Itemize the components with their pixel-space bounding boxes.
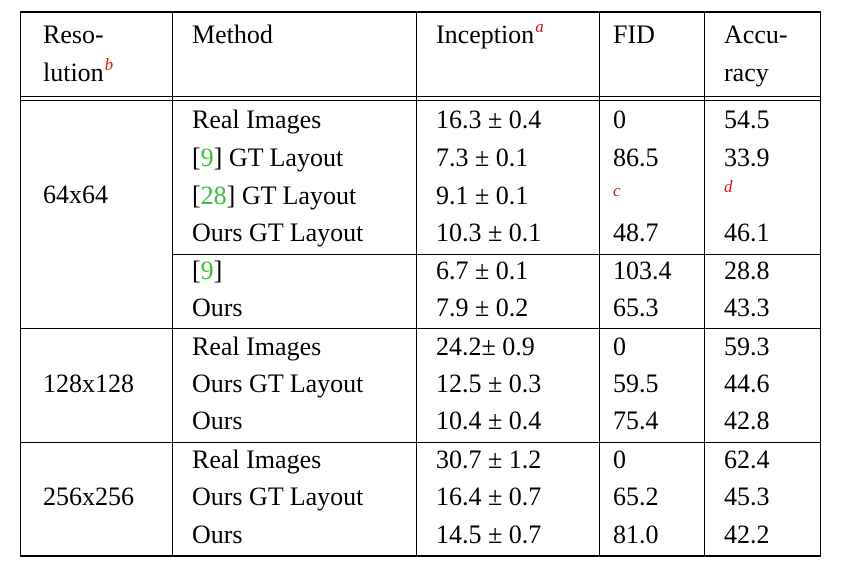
inception-cell: 6.7 ± 0.1 — [436, 256, 529, 285]
fid-cell: 65.2 — [613, 482, 659, 511]
accuracy-cell: 54.5 — [724, 105, 770, 134]
group-rule-128 — [20, 328, 821, 329]
group-resolution-128: 128x128 — [43, 369, 134, 398]
header-fid: FID — [613, 20, 655, 49]
method-label: GT Layout — [222, 143, 344, 172]
citation-bracket-close: ] — [226, 181, 236, 210]
accuracy-cell: 28.8 — [724, 256, 770, 285]
header-resolution-line2: lution — [43, 58, 104, 87]
method-cell: Real Images — [192, 445, 322, 474]
group-resolution-256: 256x256 — [43, 482, 134, 511]
accuracy-cell: 43.3 — [724, 293, 770, 322]
header-accuracy-line1: Accu- — [724, 20, 788, 49]
fid-cell: 0 — [613, 332, 626, 361]
subgroup-rule-64 — [172, 254, 821, 255]
method-cell: Real Images — [192, 332, 322, 361]
header-rule-2 — [20, 100, 821, 101]
inception-cell: 24.2± 0.9 — [436, 332, 535, 361]
table-top-rule — [20, 11, 821, 13]
header-inception: Inceptiona — [436, 17, 544, 53]
fid-cell: 48.7 — [613, 218, 659, 247]
accuracy-cell: 42.8 — [724, 406, 770, 435]
citation-bracket-close: ] — [213, 256, 223, 285]
fid-cell: 0 — [613, 445, 626, 474]
method-cell: [28] GT Layout — [192, 181, 356, 211]
header-accuracy-line2: racy — [724, 58, 769, 87]
inception-cell: 30.7 ± 1.2 — [436, 445, 542, 474]
accuracy-cell: 42.2 — [724, 520, 770, 549]
citation-bracket-open: [ — [192, 143, 201, 172]
left-border — [20, 11, 21, 557]
citation-bracket-open: [ — [192, 181, 201, 210]
method-cell: Ours GT Layout — [192, 482, 364, 511]
right-border — [820, 11, 821, 557]
group-rule-256 — [20, 442, 821, 443]
method-cell: Ours — [192, 293, 243, 322]
inception-cell: 16.4 ± 0.7 — [436, 482, 542, 511]
fid-cell: 0 — [613, 105, 626, 134]
col-rule-inception — [416, 11, 417, 557]
fid-cell: 59.5 — [613, 369, 659, 398]
fid-cell: 81.0 — [613, 520, 659, 549]
header-resolution: Reso- — [43, 20, 104, 50]
accuracy-footnote: d — [724, 177, 733, 196]
citation-link[interactable]: 9 — [200, 143, 214, 172]
fid-cell: 65.3 — [613, 293, 659, 322]
header-resolution-footnote: b — [104, 55, 114, 74]
inception-cell: 7.9 ± 0.2 — [436, 293, 529, 322]
header-inception-footnote: a — [535, 17, 544, 36]
fid-cell: 75.4 — [613, 406, 659, 435]
accuracy-cell: 33.9 — [724, 143, 770, 172]
inception-cell: 10.3 ± 0.1 — [436, 218, 542, 247]
fid-footnote: c — [613, 181, 621, 200]
method-cell: [9] GT Layout — [192, 143, 343, 173]
method-label: GT Layout — [235, 181, 357, 210]
fid-cell: 86.5 — [613, 143, 659, 172]
citation-link[interactable]: 9 — [200, 256, 214, 285]
citation-link[interactable]: 28 — [200, 181, 227, 210]
col-rule-method — [172, 11, 173, 557]
citation-bracket-close: ] — [213, 143, 223, 172]
citation-bracket-open: [ — [192, 256, 201, 285]
method-cell: Ours — [192, 520, 243, 549]
inception-cell: 12.5 ± 0.3 — [436, 369, 542, 398]
col-rule-accuracy — [704, 11, 705, 557]
accuracy-cell: 45.3 — [724, 482, 770, 511]
accuracy-cell: 46.1 — [724, 218, 770, 247]
method-cell: Real Images — [192, 105, 322, 134]
accuracy-cell: 59.3 — [724, 332, 770, 361]
table-bottom-rule — [20, 555, 821, 557]
inception-cell: 14.5 ± 0.7 — [436, 520, 542, 549]
accuracy-cell: 44.6 — [724, 369, 770, 398]
accuracy-cell: 62.4 — [724, 445, 770, 474]
header-rule-1 — [20, 96, 821, 97]
inception-cell: 16.3 ± 0.4 — [436, 105, 542, 134]
inception-cell: 7.3 ± 0.1 — [436, 143, 529, 172]
fid-cell: 103.4 — [613, 256, 672, 285]
inception-cell: 9.1 ± 0.1 — [436, 181, 529, 210]
header-inception-label: Inception — [436, 20, 535, 49]
group-resolution-64: 64x64 — [43, 180, 108, 209]
header-resolution-line1: Reso- — [43, 20, 104, 49]
method-cell: Ours GT Layout — [192, 218, 364, 247]
method-cell: Ours — [192, 406, 243, 435]
header-method: Method — [192, 20, 273, 49]
method-cell: Ours GT Layout — [192, 369, 364, 398]
inception-cell: 10.4 ± 0.4 — [436, 406, 542, 435]
header-resolution-2: lutionb — [43, 55, 114, 91]
col-rule-fid — [599, 11, 600, 557]
method-cell: [9] — [192, 256, 222, 286]
